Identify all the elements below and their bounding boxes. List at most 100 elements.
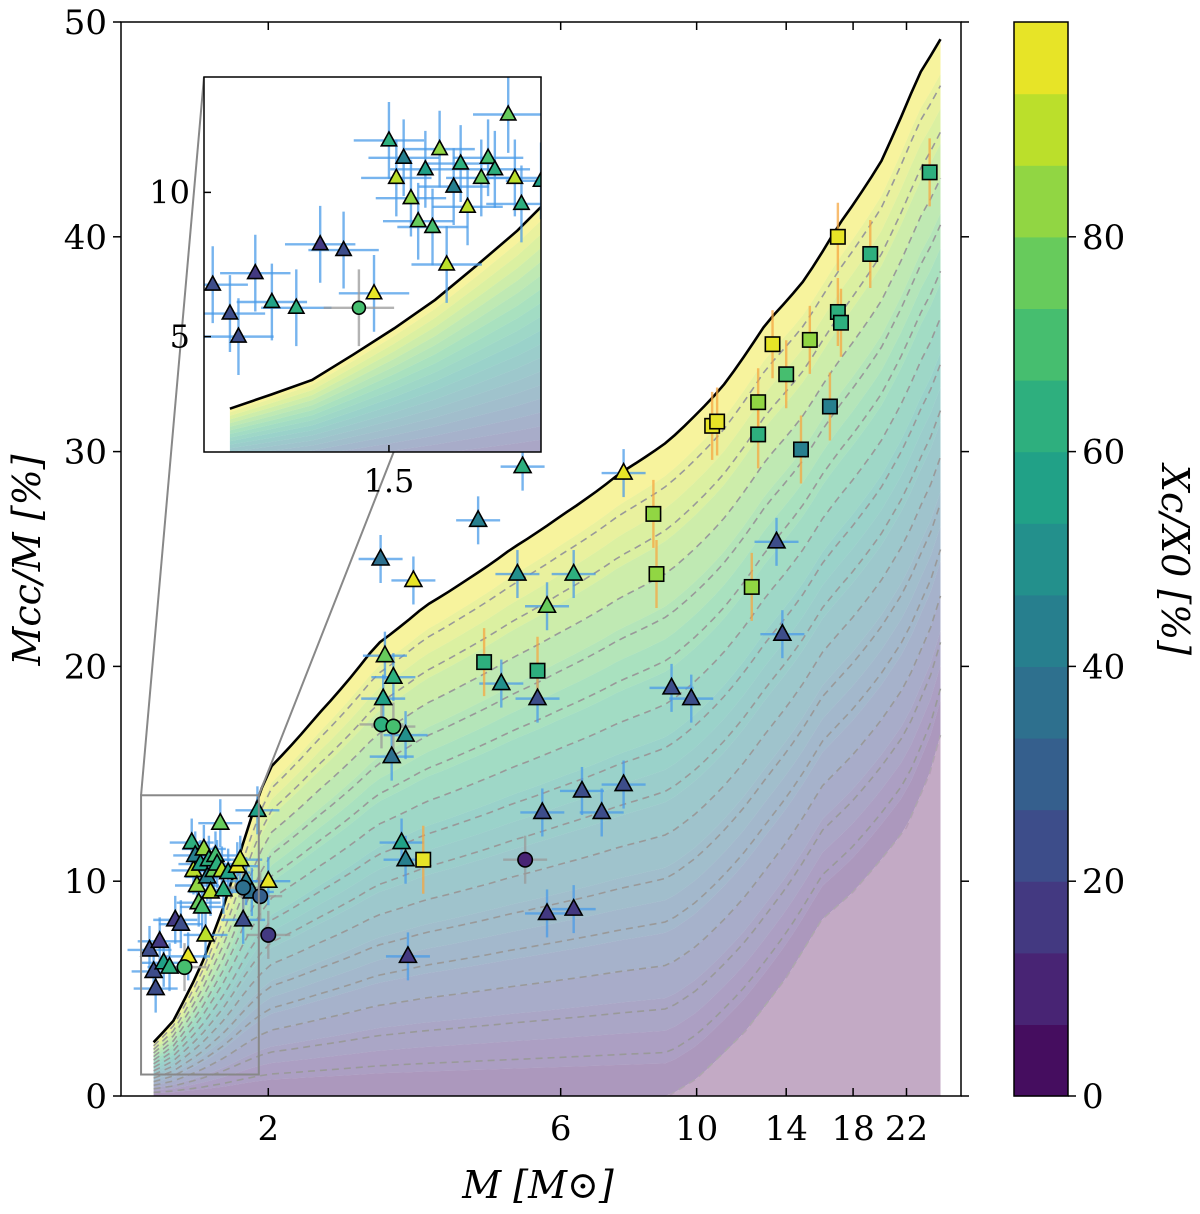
colorbar-segment: [1014, 380, 1068, 453]
triangle-point: [247, 799, 268, 818]
triangle-point: [613, 773, 634, 792]
colorbar-segment: [1014, 308, 1068, 381]
inset-x-tick-label: 1.5: [363, 462, 414, 500]
x-tick-label: 14: [765, 1109, 808, 1149]
inset-points: [204, 104, 541, 343]
square-point: [829, 228, 846, 245]
data-points: [139, 164, 938, 996]
inset-circle-point: [351, 300, 367, 316]
y-tick-label: 30: [64, 433, 107, 473]
triangle-point: [145, 977, 166, 996]
triangle-point: [373, 687, 394, 706]
triangle-point: [200, 880, 221, 899]
triangle-point: [537, 595, 557, 614]
plot-frame: [120, 21, 962, 1097]
inset-triangle-point: [334, 239, 353, 257]
colorbar-segment: [1014, 738, 1068, 811]
triangle-point: [187, 874, 207, 893]
triangle-point: [661, 676, 682, 695]
colorbar-segment: [1014, 22, 1068, 95]
x-axis-ticks: 2 6 10 14 18 22: [257, 22, 928, 1149]
triangle-point: [192, 895, 213, 914]
inset-triangle-point: [479, 147, 498, 164]
inset-triangle-point: [430, 138, 449, 156]
x-tick-label: 2: [257, 1109, 279, 1149]
x-tick-label: 18: [831, 1109, 874, 1149]
square-point: [862, 245, 879, 262]
square-point: [645, 505, 662, 522]
y-tick-label: 50: [64, 3, 107, 43]
inset-triangle-point: [220, 303, 239, 320]
inset-triangle-point: [379, 130, 398, 147]
y-tick-label: 10: [64, 862, 107, 902]
colorbar: 0 20 40 60 80 Xc/X0 [%]: [1013, 21, 1197, 1117]
inset-triangle-point: [229, 326, 248, 343]
triangle-point: [258, 870, 279, 888]
colorbar-tick-label: 60: [1082, 433, 1125, 473]
inset-triangle-point: [531, 170, 541, 188]
circle-point: [260, 926, 277, 943]
circle-point: [176, 959, 193, 976]
triangle-point: [537, 902, 557, 921]
circle-point: [235, 879, 252, 896]
inset-ticks: 1.5 5 10: [149, 173, 414, 500]
square-point: [476, 654, 493, 671]
square-point: [832, 314, 849, 331]
inset-triangle-point: [401, 187, 420, 205]
inset-triangle-point: [287, 297, 306, 314]
triangle-point: [381, 745, 402, 764]
square-point: [750, 394, 767, 411]
colorbar-tick-label: 20: [1082, 862, 1125, 902]
inset-triangle-point: [423, 216, 442, 234]
colorbar-segment: [1014, 236, 1068, 309]
colorbar-segment: [1014, 881, 1068, 954]
inset-triangle-point: [311, 234, 330, 251]
triangle-point: [375, 644, 395, 663]
inset-triangle-point: [451, 153, 470, 170]
x-axis-label: M [M⊙]: [461, 1163, 614, 1207]
triangle-point: [143, 960, 164, 979]
triangle-point: [391, 831, 412, 850]
triangle-point: [468, 509, 488, 528]
colorbar-ticks: 0 20 40 60 80: [1068, 218, 1125, 1117]
triangle-point: [572, 779, 592, 798]
colorbar-segment: [1014, 1024, 1068, 1097]
square-point: [792, 441, 809, 458]
colorbar-tick-label: 80: [1082, 218, 1125, 258]
upper-envelope-line: [152, 38, 942, 1044]
x-tick-label: 22: [885, 1109, 928, 1149]
colorbar-segment: [1014, 594, 1068, 667]
square-point: [801, 331, 818, 348]
square-point: [821, 398, 838, 415]
inset-frame: [203, 76, 542, 453]
colorbar-label: Xc/X0 [%]: [1153, 462, 1197, 655]
triangle-point: [613, 461, 634, 480]
triangle-point: [681, 687, 702, 706]
colorbar-segment: [1014, 666, 1068, 739]
triangle-point: [149, 930, 170, 949]
colorbar-tick-label: 0: [1082, 1077, 1104, 1117]
triangle-point: [491, 672, 512, 691]
triangle-point: [772, 623, 793, 641]
y-tick-label: 20: [64, 647, 107, 687]
inset-triangle-point: [409, 211, 428, 228]
triangle-point: [171, 912, 191, 931]
inset-triangle-point: [387, 167, 406, 185]
inset-triangle-point: [485, 159, 504, 176]
y-tick-label: 0: [85, 1077, 107, 1117]
inset-triangle-point: [416, 159, 435, 176]
triangle-point: [383, 665, 404, 684]
triangle-point: [370, 547, 391, 566]
colorbar-tick-label: 40: [1082, 647, 1125, 687]
x-tick-label: 10: [675, 1109, 718, 1149]
inset-plot: 1.5 5 10: [140, 76, 542, 1076]
square-point: [764, 336, 781, 353]
circle-point: [517, 851, 534, 868]
triangle-point: [766, 530, 787, 549]
triangle-point: [532, 801, 553, 820]
colorbar-segment: [1014, 523, 1068, 596]
square-point: [648, 566, 665, 583]
main-plot: 2 6 10 14 18 22 0 10 20 30 40 50 M [M⊙] Mcc/M [%]: [5, 3, 969, 1207]
triangle-point: [159, 955, 180, 974]
inset-region-box: [140, 794, 260, 1076]
